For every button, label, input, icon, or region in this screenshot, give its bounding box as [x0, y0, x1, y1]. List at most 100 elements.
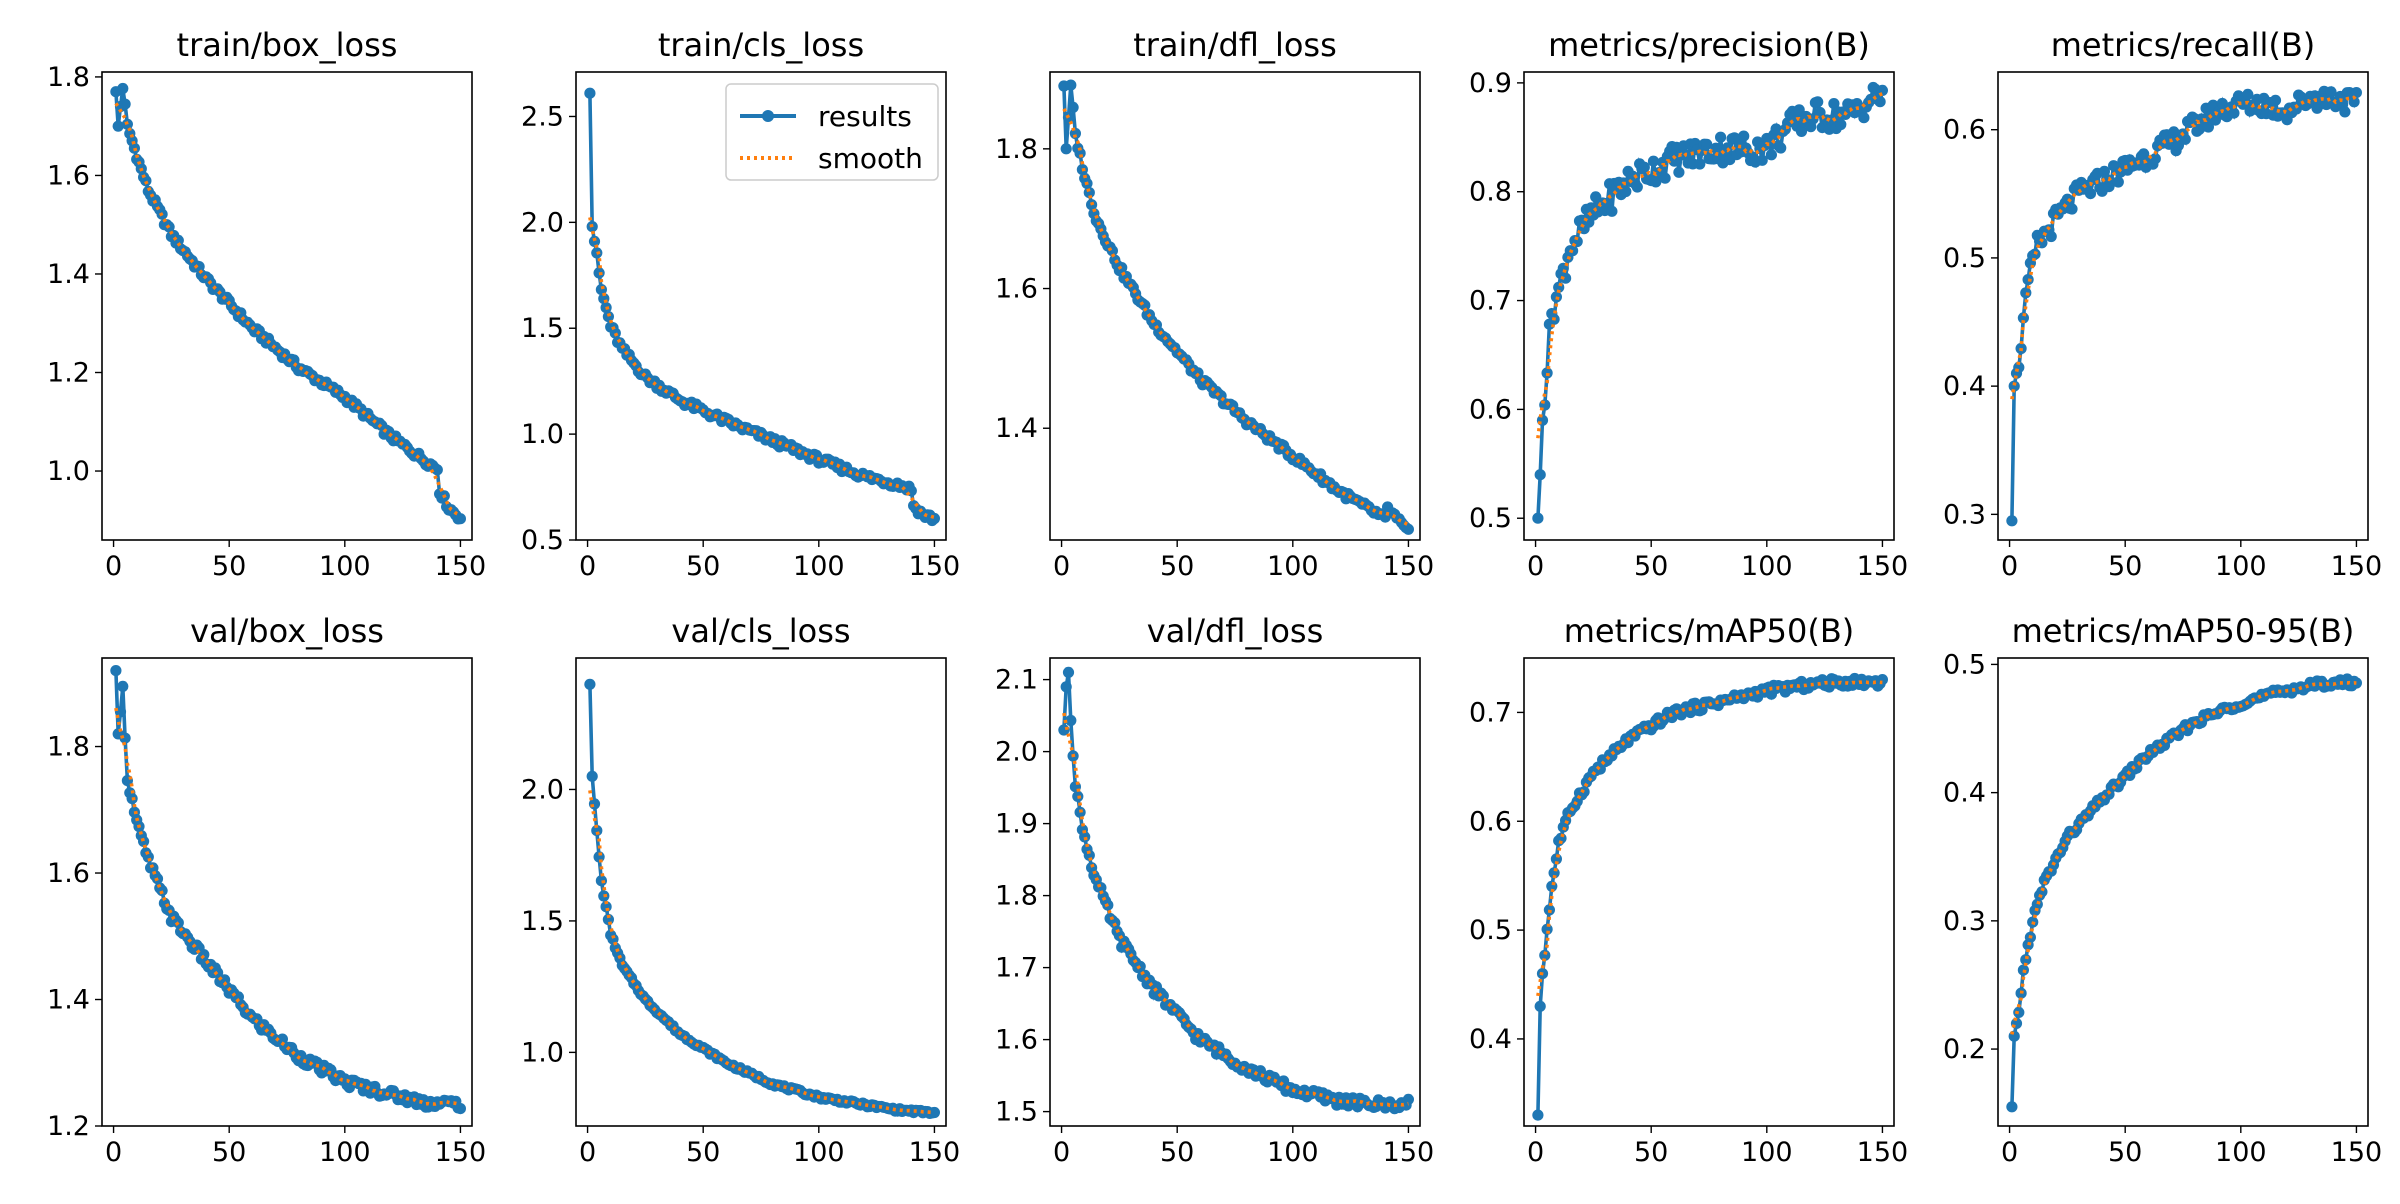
y-tick-label: 0.5	[1469, 915, 1512, 946]
results-point	[1876, 674, 1888, 686]
x-tick-label: 100	[1741, 1137, 1793, 1168]
results-point	[1539, 949, 1551, 961]
results-series-line	[2010, 85, 2359, 521]
results-point	[1534, 469, 1546, 481]
results-point	[1673, 166, 1685, 178]
x-tick-label: 0	[1053, 551, 1070, 582]
results-point	[1062, 666, 1075, 679]
x-tick-label: 100	[793, 1137, 845, 1168]
chart-title: metrics/recall(B)	[2051, 26, 2316, 64]
x-tick-label: 100	[1741, 551, 1793, 582]
x-tick-label: 100	[319, 1137, 371, 1168]
results-point	[1065, 79, 1077, 91]
x-tick-label: 50	[1160, 1137, 1194, 1168]
y-tick-label: 1.8	[995, 881, 1038, 912]
y-tick-label: 0.9	[1469, 68, 1512, 99]
x-tick-label: 50	[2108, 1137, 2142, 1168]
x-tick-label: 0	[2001, 551, 2018, 582]
results-point	[1631, 181, 1643, 193]
results-point	[119, 732, 131, 744]
y-tick-label: 0.3	[1943, 906, 1986, 937]
chart-panel-7: val/cls_loss 0 50 100 150 1.0 1.5 2.0	[521, 612, 960, 1168]
x-tick-label: 50	[1634, 551, 1668, 582]
y-tick-label: 0.7	[1469, 697, 1512, 728]
x-tick-label: 150	[909, 551, 961, 582]
results-series-line	[1536, 674, 1884, 1116]
results-point	[1812, 96, 1824, 108]
chart-title: metrics/precision(B)	[1548, 26, 1870, 64]
x-tick-label: 150	[435, 551, 487, 582]
results-point	[1782, 117, 1794, 129]
results-point	[602, 311, 615, 323]
y-tick-label: 1.2	[47, 358, 90, 389]
results-point	[1402, 1093, 1414, 1105]
chart-title: metrics/mAP50(B)	[1564, 612, 1855, 650]
x-tick-label: 100	[793, 551, 845, 582]
results-point	[1402, 523, 1414, 535]
results-point	[117, 680, 129, 693]
x-tick-label: 150	[2331, 551, 2383, 582]
y-tick-label: 0.3	[1943, 499, 1986, 530]
smooth-series-line	[1536, 92, 1884, 439]
chart-panel-8: val/dfl_loss 0 50 100 150 1.5 1.6 1.7 1.8 1.9 2.0 2…	[995, 612, 1434, 1168]
x-tick-label: 0	[1053, 1137, 1070, 1168]
chart-panel-10: metrics/mAP50-95(B) 0 50 100 150 0.2 0.3 0.4 0.5	[1943, 612, 2382, 1168]
results-point	[2242, 88, 2254, 100]
y-tick-label: 1.6	[47, 160, 90, 191]
x-tick-label: 100	[1267, 1137, 1319, 1168]
results-point	[1828, 98, 1840, 110]
axes-frame	[575, 71, 947, 541]
x-tick-label: 0	[2001, 1137, 2018, 1168]
chart-title: val/box_loss	[190, 612, 384, 650]
axes-frame	[575, 657, 947, 1127]
results-point	[2348, 96, 2360, 108]
axes-frame	[1523, 657, 1895, 1127]
results-point	[138, 835, 150, 848]
chart-title: metrics/mAP50-95(B)	[2012, 612, 2355, 650]
y-tick-label: 1.4	[47, 259, 90, 290]
results-point	[110, 665, 122, 677]
y-tick-label: 0.7	[1469, 286, 1512, 317]
results-point	[1738, 130, 1750, 142]
smooth-series-line	[114, 707, 461, 1107]
y-tick-label: 1.0	[47, 456, 90, 487]
results-point	[454, 513, 466, 525]
results-point	[2008, 380, 2020, 392]
y-tick-label: 1.2	[47, 1111, 90, 1142]
smooth-series-line	[1536, 680, 1883, 997]
y-tick-label: 1.6	[995, 1025, 1038, 1056]
results-point	[454, 1103, 466, 1115]
smooth-series-line	[1062, 712, 1409, 1108]
y-tick-label: 1.6	[47, 858, 90, 889]
results-point	[1795, 125, 1808, 137]
x-tick-label: 150	[2331, 1137, 2383, 1168]
axes-frame	[1997, 71, 2369, 541]
results-point	[1536, 414, 1549, 426]
results-point	[2045, 230, 2057, 243]
results-point	[1659, 172, 1671, 184]
smooth-series-line	[2010, 93, 2358, 400]
y-tick-label: 1.0	[521, 1037, 564, 1068]
smooth-series-line	[2010, 680, 2357, 1035]
results-point	[1606, 205, 1618, 217]
results-point	[586, 770, 598, 782]
chart-panel-1: train/box_loss 0 50 100 150 1.0 1.2 1.4 1.6 1.8	[47, 26, 486, 582]
chart-title: train/cls_loss	[658, 26, 864, 64]
x-tick-label: 50	[686, 551, 720, 582]
legend-smooth-label: smooth	[818, 142, 923, 175]
y-tick-label: 1.4	[995, 413, 1038, 444]
results-point	[584, 87, 596, 99]
x-tick-label: 50	[212, 1137, 246, 1168]
x-tick-label: 0	[105, 1137, 122, 1168]
results-point	[2112, 176, 2124, 188]
results-point	[1620, 185, 1632, 198]
results-point	[609, 327, 621, 339]
results-point	[112, 120, 124, 132]
y-tick-label: 2.0	[995, 737, 1038, 768]
legend-results-marker	[762, 110, 774, 122]
results-point	[1060, 143, 1072, 155]
results-point	[591, 825, 603, 837]
results-point	[2325, 86, 2337, 98]
